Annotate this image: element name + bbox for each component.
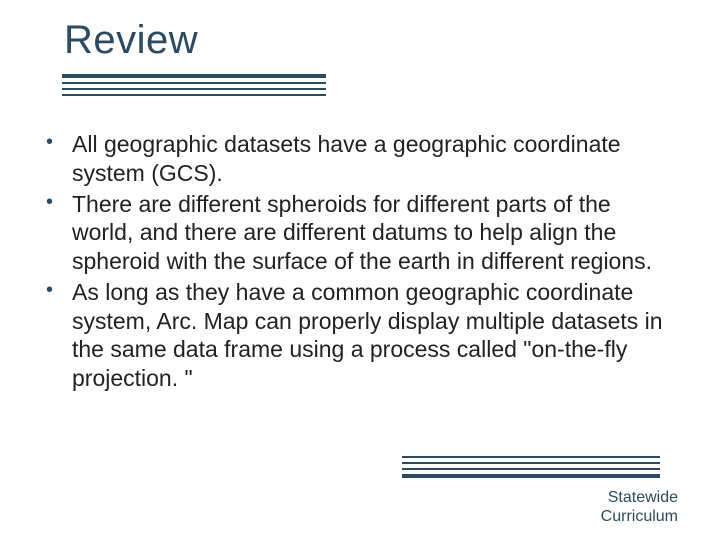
footer-rules: [402, 456, 660, 478]
list-item: All geographic datasets have a geographi…: [40, 130, 670, 188]
bullet-list: All geographic datasets have a geographi…: [40, 130, 670, 395]
rule-thin: [62, 82, 326, 84]
slide-title: Review: [64, 18, 198, 63]
list-item: There are different spheroids for differ…: [40, 190, 670, 276]
rule-thick: [62, 74, 326, 78]
title-underline-rules: [62, 74, 326, 100]
footer-line: Curriculum: [601, 508, 678, 526]
footer-line: Statewide: [601, 489, 678, 507]
footer-text: Statewide Curriculum: [601, 489, 678, 526]
rule-thin: [62, 88, 326, 90]
rule-thin: [402, 462, 660, 464]
rule-thin: [402, 468, 660, 470]
list-item: As long as they have a common geographic…: [40, 278, 670, 393]
rule-thin: [402, 456, 660, 458]
rule-thick: [402, 474, 660, 478]
rule-thin: [62, 94, 326, 96]
